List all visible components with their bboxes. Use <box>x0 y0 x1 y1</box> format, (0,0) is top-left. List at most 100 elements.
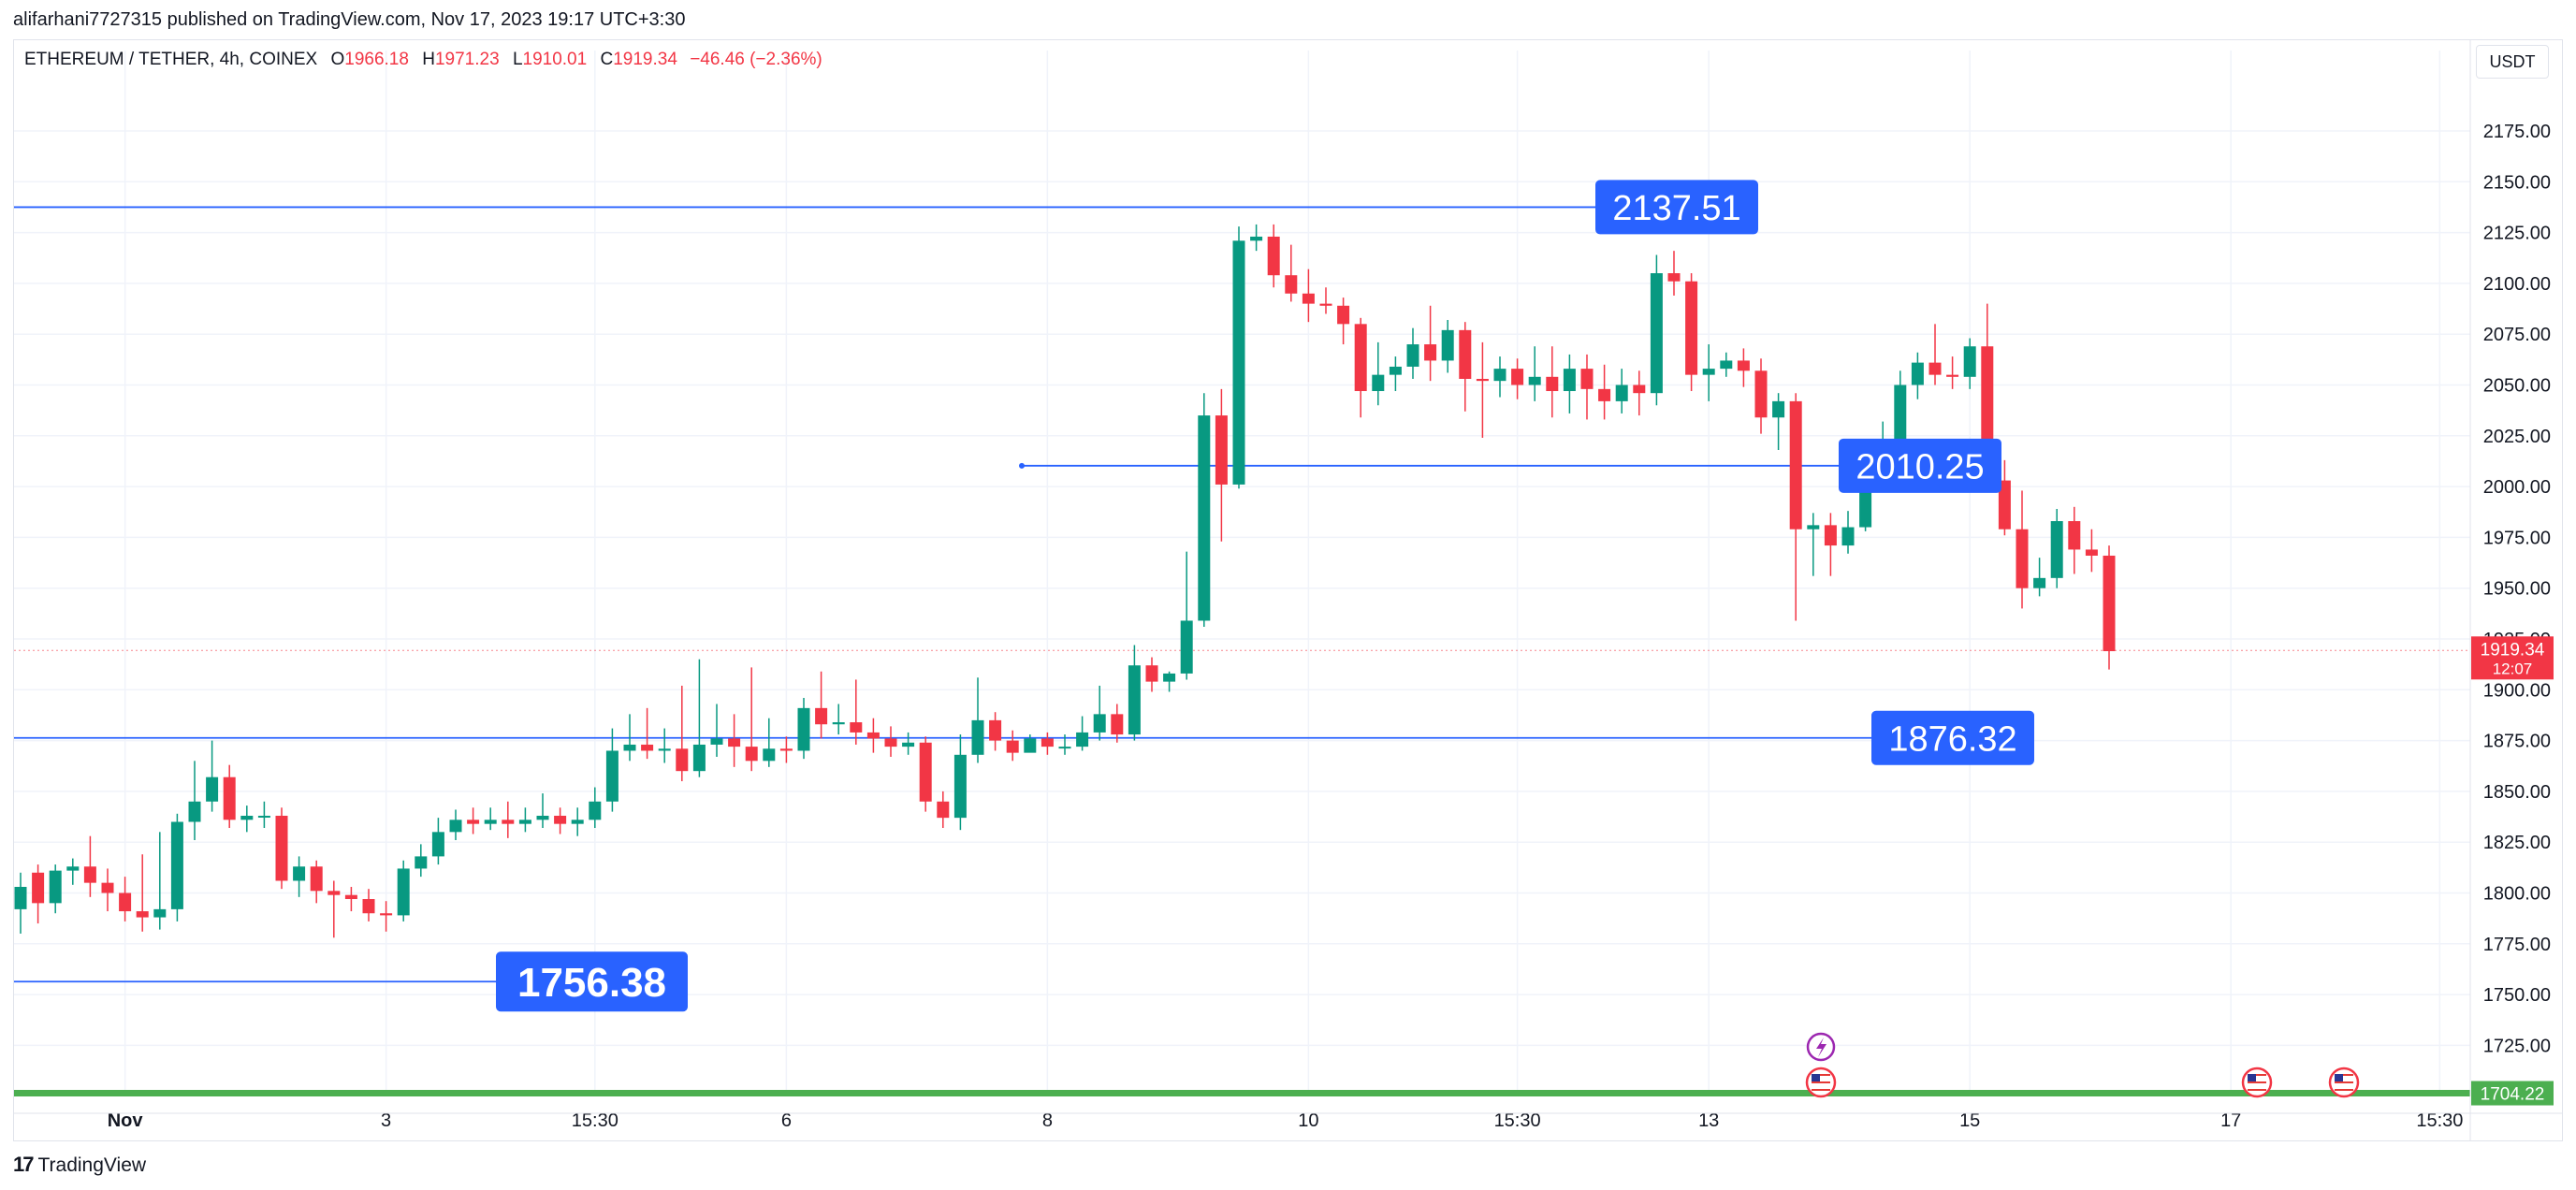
lightning-bolt <box>1816 1038 1826 1057</box>
candle-up <box>1528 346 1541 401</box>
y-tick-label: 1950.00 <box>2483 579 2551 600</box>
candle-up <box>1250 224 1263 252</box>
level-label-text: 2137.51 <box>1612 189 1740 228</box>
candle-up <box>293 856 306 897</box>
candle-down <box>1928 324 1942 385</box>
candle-body <box>605 750 619 802</box>
candle-down <box>1041 732 1054 755</box>
candle-body <box>1702 369 1715 375</box>
candle-up <box>692 659 706 777</box>
candle-down <box>1580 354 1594 420</box>
candle-down <box>866 718 880 753</box>
candle-down <box>1511 358 1524 399</box>
candle-body <box>136 911 149 918</box>
publisher-line: alifarhani7727315 published on TradingVi… <box>13 9 686 30</box>
candle-body <box>1546 376 1559 392</box>
candle-body <box>518 820 531 824</box>
x-tick-label: 13 <box>1698 1110 1719 1131</box>
candle-up <box>1441 319 1454 373</box>
flag-stripe <box>2248 1081 2266 1083</box>
candle-body <box>502 820 515 824</box>
candle-down <box>136 854 149 932</box>
candle-body <box>2068 521 2081 550</box>
candle-down <box>380 901 393 932</box>
y-tick-label: 1800.00 <box>2483 884 2551 905</box>
candle-body <box>1650 273 1663 394</box>
candle-body <box>153 908 167 918</box>
candle-body <box>1580 369 1594 389</box>
x-tick-label: 17 <box>2220 1110 2241 1131</box>
candle-down <box>1354 317 1367 418</box>
x-tick-label: 6 <box>781 1110 792 1131</box>
candle-body <box>431 832 444 857</box>
candle-down <box>2085 529 2098 573</box>
x-tick-label: 15:30 <box>572 1110 619 1131</box>
candle-down <box>1667 251 1681 296</box>
candle-down <box>1337 298 1350 345</box>
candle-body <box>1041 738 1054 747</box>
candle-body <box>641 744 654 751</box>
candle-up <box>1024 734 1037 753</box>
candle-down <box>119 877 132 922</box>
candle-body <box>415 856 428 869</box>
candle-body <box>1789 400 1802 530</box>
candle-body <box>1928 362 1942 375</box>
y-tick-label: 2125.00 <box>2483 224 2551 244</box>
candle-body <box>815 707 828 725</box>
candle-body <box>1772 400 1785 418</box>
candle-up <box>1128 645 1141 741</box>
candle-up <box>1615 369 1628 414</box>
candle-body <box>275 815 288 881</box>
candle-body <box>1024 738 1037 753</box>
candle-up <box>2050 508 2063 588</box>
candle-body <box>1267 236 1280 276</box>
candle-body <box>188 801 201 822</box>
candle-up <box>170 813 183 922</box>
candle-up <box>1232 226 1245 489</box>
candle-down <box>2103 545 2116 670</box>
high-value: 1971.23 <box>434 50 500 69</box>
candle-body <box>1128 665 1141 735</box>
candle-body <box>676 748 689 772</box>
candle-up <box>1198 393 1211 627</box>
level-label-box <box>496 951 688 1012</box>
tradingview-logo[interactable]: 17 TradingView <box>13 1153 146 1177</box>
candle-up <box>1389 356 1402 392</box>
level-label-text: 1876.32 <box>1888 719 2016 759</box>
event-markers <box>1805 1032 2360 1098</box>
flag-stripe <box>2335 1089 2353 1091</box>
candle-down <box>467 807 480 834</box>
y-tick-label: 2075.00 <box>2483 325 2551 345</box>
last-price-box <box>2471 636 2554 680</box>
low-value: 1910.01 <box>522 50 588 69</box>
candle-body <box>1841 527 1855 546</box>
candle-up <box>153 832 167 930</box>
candle-up <box>206 740 219 812</box>
candle-down <box>1946 356 1959 389</box>
candle-body <box>884 738 897 747</box>
lightning-event-icon <box>1806 1032 1836 1062</box>
candle-up <box>14 872 27 934</box>
low-label: L <box>512 50 523 69</box>
candle-body <box>362 899 375 914</box>
candle-down <box>1267 224 1280 288</box>
candle-up <box>1163 671 1176 692</box>
currency-button[interactable]: USDT <box>2476 45 2549 79</box>
candle-body <box>2050 521 2063 578</box>
candle-body <box>1963 346 1976 377</box>
candle-body <box>1406 344 1419 367</box>
candle-body <box>1754 370 1768 418</box>
candle-body <box>937 801 950 819</box>
x-tick-label: Nov <box>108 1110 144 1131</box>
candle-body <box>1998 480 2011 530</box>
candle-down <box>1111 704 1124 743</box>
candle-down <box>275 807 288 890</box>
candle-body <box>380 913 393 916</box>
candle-body <box>728 738 741 747</box>
candle-body <box>1058 747 1071 749</box>
candle-body <box>623 744 636 751</box>
candle-down <box>1824 513 1837 576</box>
candles <box>14 224 2116 938</box>
candle-body <box>1737 360 1750 371</box>
